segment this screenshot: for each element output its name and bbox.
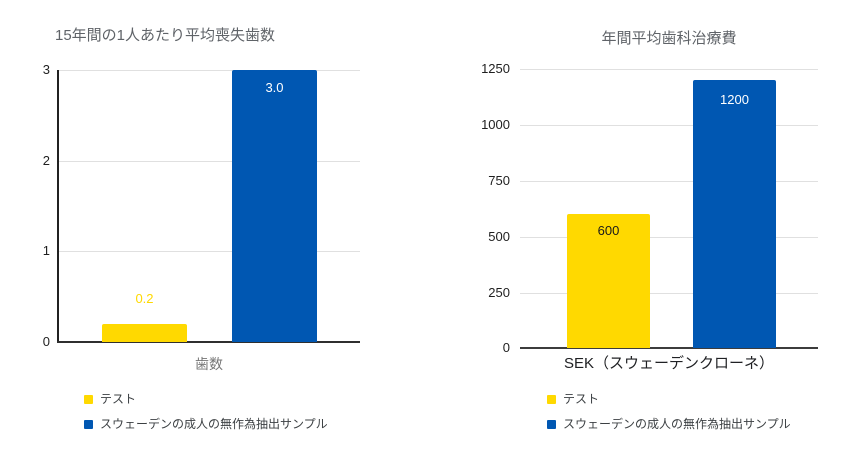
bar-value-label-sweden-teeth: 3.0 bbox=[265, 80, 284, 95]
chart-title-teeth-lost: 15年間の1人あたり平均喪失歯数 bbox=[55, 27, 276, 44]
gridline bbox=[520, 293, 818, 294]
bar-sweden-teeth bbox=[232, 70, 317, 342]
chart-title-dental-cost: 年間平均歯科治療費 bbox=[601, 30, 737, 47]
y-axis-tick: 0 bbox=[502, 340, 510, 355]
x-axis-label-sek: SEK（スウェーデンクローネ） bbox=[563, 355, 775, 372]
gridline bbox=[520, 69, 818, 70]
gridline bbox=[58, 161, 360, 162]
y-axis-line bbox=[57, 70, 59, 343]
gridline bbox=[520, 181, 818, 182]
y-axis-tick: 500 bbox=[488, 229, 510, 244]
gridline bbox=[520, 125, 818, 126]
y-axis-tick: 2 bbox=[42, 153, 50, 168]
legend-label-sweden: スウェーデンの成人の無作為抽出サンプル bbox=[563, 417, 791, 431]
legend-item-sweden: スウェーデンの成人の無作為抽出サンプル bbox=[547, 417, 791, 432]
x-axis-label-teeth: 歯数 bbox=[195, 356, 223, 372]
legend-item-test: テスト bbox=[547, 392, 599, 407]
legend-label-test: テスト bbox=[100, 392, 137, 406]
legend-label-sweden: スウェーデンの成人の無作為抽出サンプル bbox=[100, 417, 328, 431]
bar-test-cost bbox=[567, 214, 650, 348]
bar-test-teeth bbox=[102, 324, 187, 342]
y-axis-tick: 1000 bbox=[481, 117, 510, 132]
y-axis-tick: 1 bbox=[42, 243, 50, 258]
bar-value-label-test-teeth: 0.2 bbox=[135, 291, 154, 306]
bar-value-label-sweden-cost: 1200 bbox=[720, 92, 749, 107]
y-axis-tick: 3 bbox=[42, 62, 50, 77]
legend-swatch-test-icon bbox=[547, 395, 556, 404]
y-axis-tick: 1250 bbox=[481, 61, 510, 76]
gridline bbox=[58, 251, 360, 252]
bar-value-label-test-cost: 600 bbox=[597, 223, 620, 238]
y-axis-tick: 750 bbox=[488, 173, 510, 188]
gridline bbox=[520, 237, 818, 238]
x-axis-baseline bbox=[520, 347, 818, 349]
legend-item-sweden: スウェーデンの成人の無作為抽出サンプル bbox=[84, 417, 328, 432]
legend-label-test: テスト bbox=[563, 392, 600, 406]
gridline bbox=[58, 70, 360, 71]
y-axis-tick: 250 bbox=[488, 285, 510, 300]
legend-swatch-sweden-icon bbox=[84, 420, 93, 429]
x-axis-baseline bbox=[57, 341, 360, 343]
bar-sweden-cost bbox=[693, 80, 776, 348]
y-axis-tick: 0 bbox=[42, 334, 50, 349]
legend-item-test: テスト bbox=[84, 392, 136, 407]
legend-swatch-test-icon bbox=[84, 395, 93, 404]
legend-swatch-sweden-icon bbox=[547, 420, 556, 429]
